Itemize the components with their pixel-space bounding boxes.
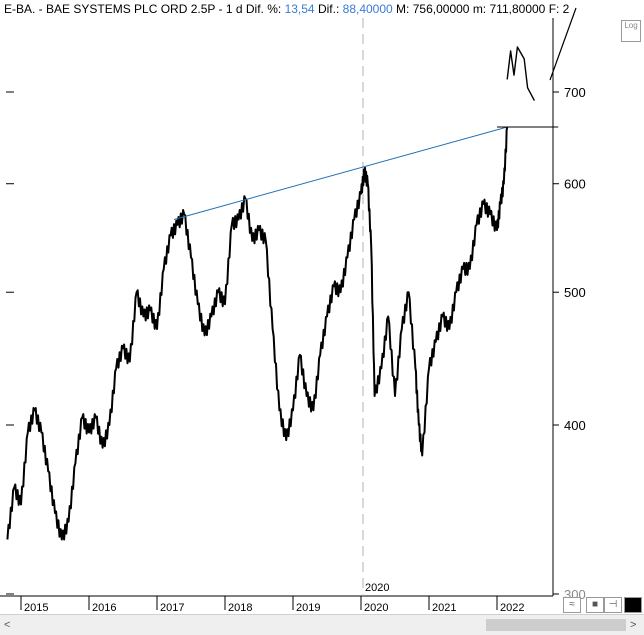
trend-projection-line — [549, 7, 577, 81]
scroll-left-icon[interactable]: < — [4, 619, 11, 631]
y-tick-label: 400 — [564, 418, 586, 433]
x-ticks: 2015 2016 2017 2018 2019 2020 2021 2022 — [20, 596, 524, 614]
x-tick-label: 2018 — [228, 602, 252, 614]
x-tick-label: 2019 — [296, 602, 320, 614]
zoom-icon[interactable]: ≈ — [563, 597, 581, 613]
separator: - — [215, 2, 226, 16]
y-tick-label: 600 — [564, 177, 586, 192]
dif-pct-value: 13,54 — [284, 2, 315, 16]
log-toggle-icon[interactable]: Log — [621, 20, 641, 42]
period: 1 d — [225, 2, 243, 16]
price-series-extension — [506, 46, 536, 101]
x-tick-label: 2015 — [24, 602, 48, 614]
symbol: E-BA. — [4, 2, 36, 16]
dif-label: Dif.: — [317, 2, 340, 16]
annotation-layer — [173, 7, 577, 220]
min-label: m: — [472, 2, 487, 16]
save-icon[interactable]: ■ — [586, 597, 604, 613]
x-tick-label: 2021 — [432, 602, 456, 614]
x-tick-label: 2022 — [500, 602, 524, 614]
color-icon[interactable] — [624, 597, 642, 613]
header-tail: F: 2 — [548, 2, 570, 16]
x-tick-label: 2020 — [364, 602, 388, 614]
trendline — [173, 126, 508, 220]
dif-value: 88,40000 — [342, 2, 393, 16]
x-tick-label: 2016 — [92, 602, 116, 614]
scroll-right-icon[interactable]: > — [630, 619, 637, 631]
min-value: 711,80000 — [489, 2, 546, 16]
instrument-name: BAE SYSTEMS PLC ORD 2.5P — [46, 2, 216, 16]
max-label: M: — [396, 2, 410, 16]
pin-icon[interactable]: ⊣ — [604, 597, 622, 613]
y-tick-label: 500 — [564, 285, 586, 300]
series-layer — [6, 46, 536, 541]
scroll-thumb[interactable] — [486, 619, 626, 631]
y-tick-label: 700 — [564, 85, 586, 100]
separator: - — [35, 2, 47, 16]
year-marker-label: 2020 — [365, 582, 389, 594]
x-tick-label: 2017 — [160, 602, 184, 614]
log-label: Log — [624, 21, 638, 30]
chart-header: E-BA. - BAE SYSTEMS PLC ORD 2.5P - 1 d D… — [4, 2, 569, 18]
dif-pct-label: Dif. %: — [245, 2, 282, 16]
max-value: 756,00000 — [412, 2, 470, 16]
horizontal-scrollbar[interactable]: < > — [0, 614, 644, 635]
price-series-line — [6, 126, 509, 541]
